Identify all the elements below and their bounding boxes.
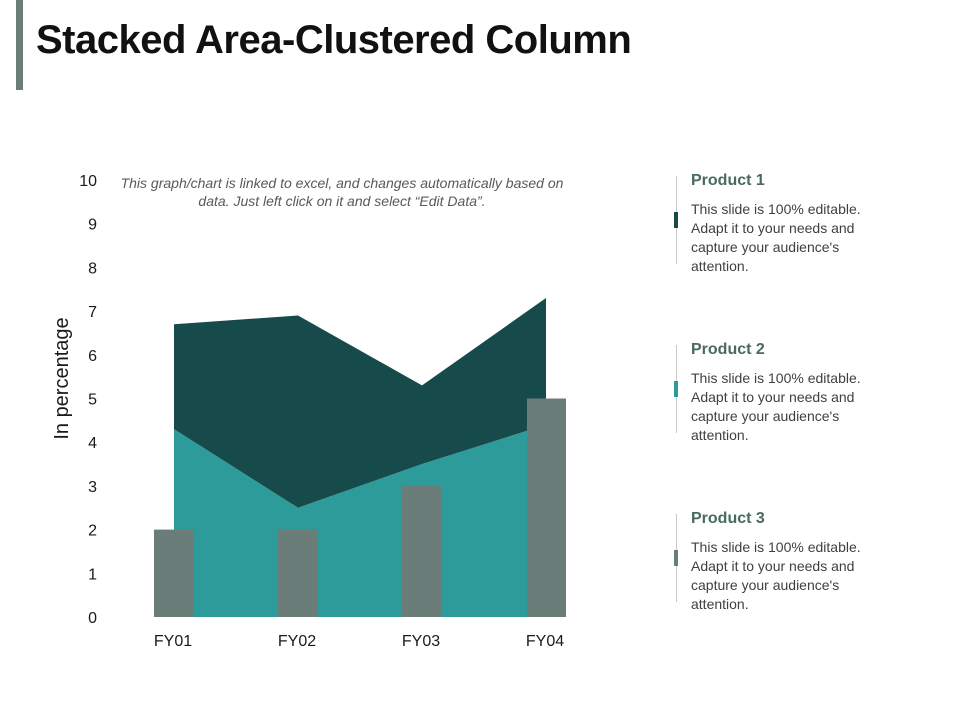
y-tick-label: 10 — [79, 173, 97, 190]
y-tick-label: 2 — [88, 523, 97, 540]
page-title: Stacked Area-Clustered Column — [36, 18, 632, 62]
area-series-2 — [174, 297, 546, 508]
y-tick-label: 9 — [88, 217, 97, 234]
chart-note: This graph/chart is linked to excel, and… — [120, 175, 564, 209]
y-tick-label: 3 — [88, 479, 97, 496]
legend-product-3: Product 3 This slide is 100% editable. A… — [674, 510, 916, 640]
title-accent-bar — [16, 0, 23, 90]
y-axis: 0 1 2 3 4 5 6 7 8 9 10 — [79, 173, 97, 627]
legend-product-name: Product 2 — [691, 341, 765, 358]
y-tick-label: 7 — [88, 304, 97, 321]
y-axis-title: In percentage — [51, 317, 73, 439]
areas — [174, 297, 546, 617]
legend-product-description: This slide is 100% editable. Adapt it to… — [691, 370, 861, 443]
y-tick-label: 1 — [88, 566, 97, 583]
x-tick-label: FY02 — [278, 633, 316, 650]
legend-product-name: Product 3 — [691, 510, 765, 527]
column-bar — [402, 485, 441, 617]
x-tick-label: FY03 — [402, 633, 440, 650]
x-tick-label: FY01 — [154, 633, 192, 650]
y-tick-label: 5 — [88, 392, 97, 409]
legend-color-mark — [674, 381, 678, 397]
y-tick-label: 6 — [88, 348, 97, 365]
column-bar — [278, 529, 317, 617]
legend-product-description: This slide is 100% editable. Adapt it to… — [691, 539, 861, 612]
legend-product-1: Product 1 This slide is 100% editable. A… — [674, 172, 916, 302]
column-bar — [527, 398, 566, 617]
legend-product-description: This slide is 100% editable. Adapt it to… — [691, 201, 861, 274]
y-tick-label: 4 — [88, 435, 97, 452]
area-series-1 — [174, 424, 546, 617]
y-tick-label: 0 — [88, 610, 97, 627]
legend-product-2: Product 2 This slide is 100% editable. A… — [674, 341, 916, 471]
x-axis: FY01 FY02 FY03 FY04 — [154, 633, 564, 650]
legend-color-mark — [674, 550, 678, 566]
y-tick-label: 8 — [88, 260, 97, 277]
legend-product-name: Product 1 — [691, 172, 765, 189]
columns — [154, 398, 566, 617]
x-tick-label: FY04 — [526, 633, 564, 650]
column-bar — [154, 529, 193, 617]
legend-color-mark — [674, 212, 678, 228]
